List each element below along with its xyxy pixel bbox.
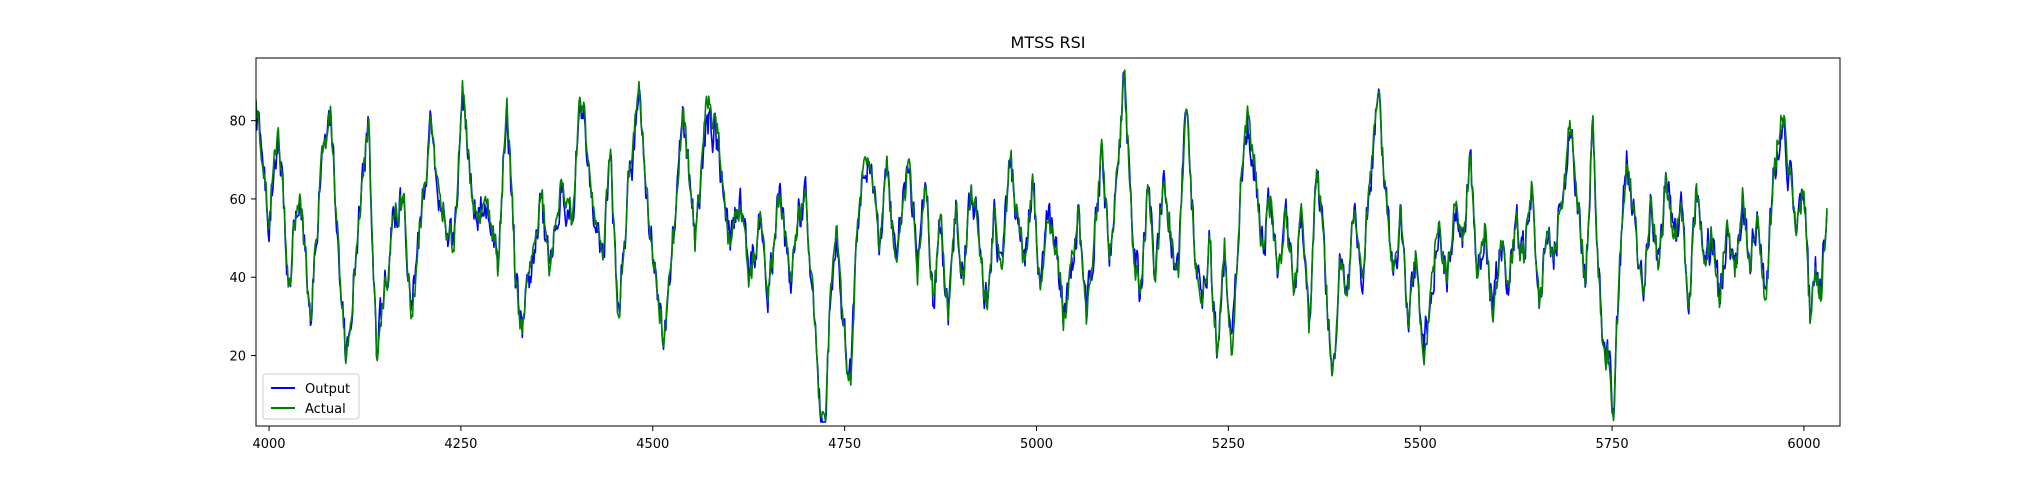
x-tick-label: 4000 <box>252 437 285 452</box>
legend: Output Actual <box>262 373 360 420</box>
x-tick-label: 5250 <box>1212 437 1245 452</box>
x-tick-label: 5750 <box>1596 437 1629 452</box>
x-tick-label: 5500 <box>1404 437 1437 452</box>
legend-label-actual: Actual <box>305 402 346 417</box>
x-axis: 4000 4250 4500 4750 5000 5250 5500 5750 6000 <box>252 426 1820 452</box>
x-tick-label: 4250 <box>444 437 477 452</box>
plot-frame <box>255 57 1841 427</box>
y-axis: 20 40 60 80 <box>229 115 256 365</box>
y-tick-label: 20 <box>229 350 246 365</box>
series-line-actual <box>256 69 1828 423</box>
series-line-output <box>256 71 1828 423</box>
y-tick-label: 80 <box>229 115 246 130</box>
plot-area <box>255 57 1841 427</box>
chart-title: MTSS RSI <box>1011 33 1086 52</box>
x-tick-label: 4500 <box>636 437 669 452</box>
x-tick-label: 5000 <box>1020 437 1053 452</box>
legend-label-output: Output <box>305 382 350 397</box>
x-tick-label: 4750 <box>828 437 861 452</box>
y-tick-label: 60 <box>229 193 246 208</box>
x-tick-label: 6000 <box>1787 437 1820 452</box>
y-tick-label: 40 <box>229 271 246 286</box>
